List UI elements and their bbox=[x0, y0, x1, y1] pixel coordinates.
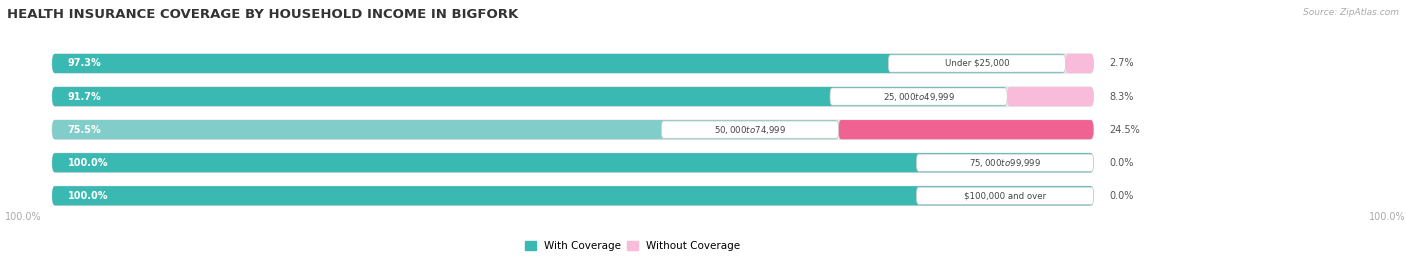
FancyBboxPatch shape bbox=[838, 120, 1094, 139]
Text: 100.0%: 100.0% bbox=[1369, 212, 1406, 222]
FancyBboxPatch shape bbox=[917, 154, 1094, 171]
Text: 8.3%: 8.3% bbox=[1109, 91, 1133, 102]
FancyBboxPatch shape bbox=[52, 153, 1094, 172]
FancyBboxPatch shape bbox=[52, 54, 1066, 73]
FancyBboxPatch shape bbox=[52, 87, 1007, 106]
FancyBboxPatch shape bbox=[52, 120, 838, 139]
Text: 100.0%: 100.0% bbox=[67, 191, 108, 201]
FancyBboxPatch shape bbox=[917, 187, 1094, 204]
Legend: With Coverage, Without Coverage: With Coverage, Without Coverage bbox=[522, 237, 744, 255]
Text: HEALTH INSURANCE COVERAGE BY HOUSEHOLD INCOME IN BIGFORK: HEALTH INSURANCE COVERAGE BY HOUSEHOLD I… bbox=[7, 8, 519, 21]
Text: $75,000 to $99,999: $75,000 to $99,999 bbox=[969, 157, 1040, 169]
FancyBboxPatch shape bbox=[830, 88, 1007, 105]
Text: 97.3%: 97.3% bbox=[67, 58, 101, 69]
FancyBboxPatch shape bbox=[889, 55, 1066, 72]
Text: Under $25,000: Under $25,000 bbox=[945, 59, 1010, 68]
Text: 91.7%: 91.7% bbox=[67, 91, 101, 102]
Text: $100,000 and over: $100,000 and over bbox=[965, 191, 1046, 200]
FancyBboxPatch shape bbox=[661, 121, 838, 138]
Text: $50,000 to $74,999: $50,000 to $74,999 bbox=[714, 124, 786, 136]
Text: 2.7%: 2.7% bbox=[1109, 58, 1133, 69]
FancyBboxPatch shape bbox=[1066, 54, 1094, 73]
Text: 100.0%: 100.0% bbox=[6, 212, 42, 222]
FancyBboxPatch shape bbox=[52, 54, 1094, 73]
FancyBboxPatch shape bbox=[52, 153, 1094, 172]
FancyBboxPatch shape bbox=[52, 87, 1094, 106]
Text: Source: ZipAtlas.com: Source: ZipAtlas.com bbox=[1303, 8, 1399, 17]
Text: 75.5%: 75.5% bbox=[67, 125, 101, 135]
Text: 0.0%: 0.0% bbox=[1109, 191, 1133, 201]
FancyBboxPatch shape bbox=[1007, 87, 1094, 106]
Text: 24.5%: 24.5% bbox=[1109, 125, 1140, 135]
FancyBboxPatch shape bbox=[52, 186, 1094, 205]
Text: $25,000 to $49,999: $25,000 to $49,999 bbox=[883, 91, 955, 102]
Text: 0.0%: 0.0% bbox=[1109, 158, 1133, 168]
FancyBboxPatch shape bbox=[52, 120, 1094, 139]
Text: 100.0%: 100.0% bbox=[67, 158, 108, 168]
FancyBboxPatch shape bbox=[52, 186, 1094, 205]
